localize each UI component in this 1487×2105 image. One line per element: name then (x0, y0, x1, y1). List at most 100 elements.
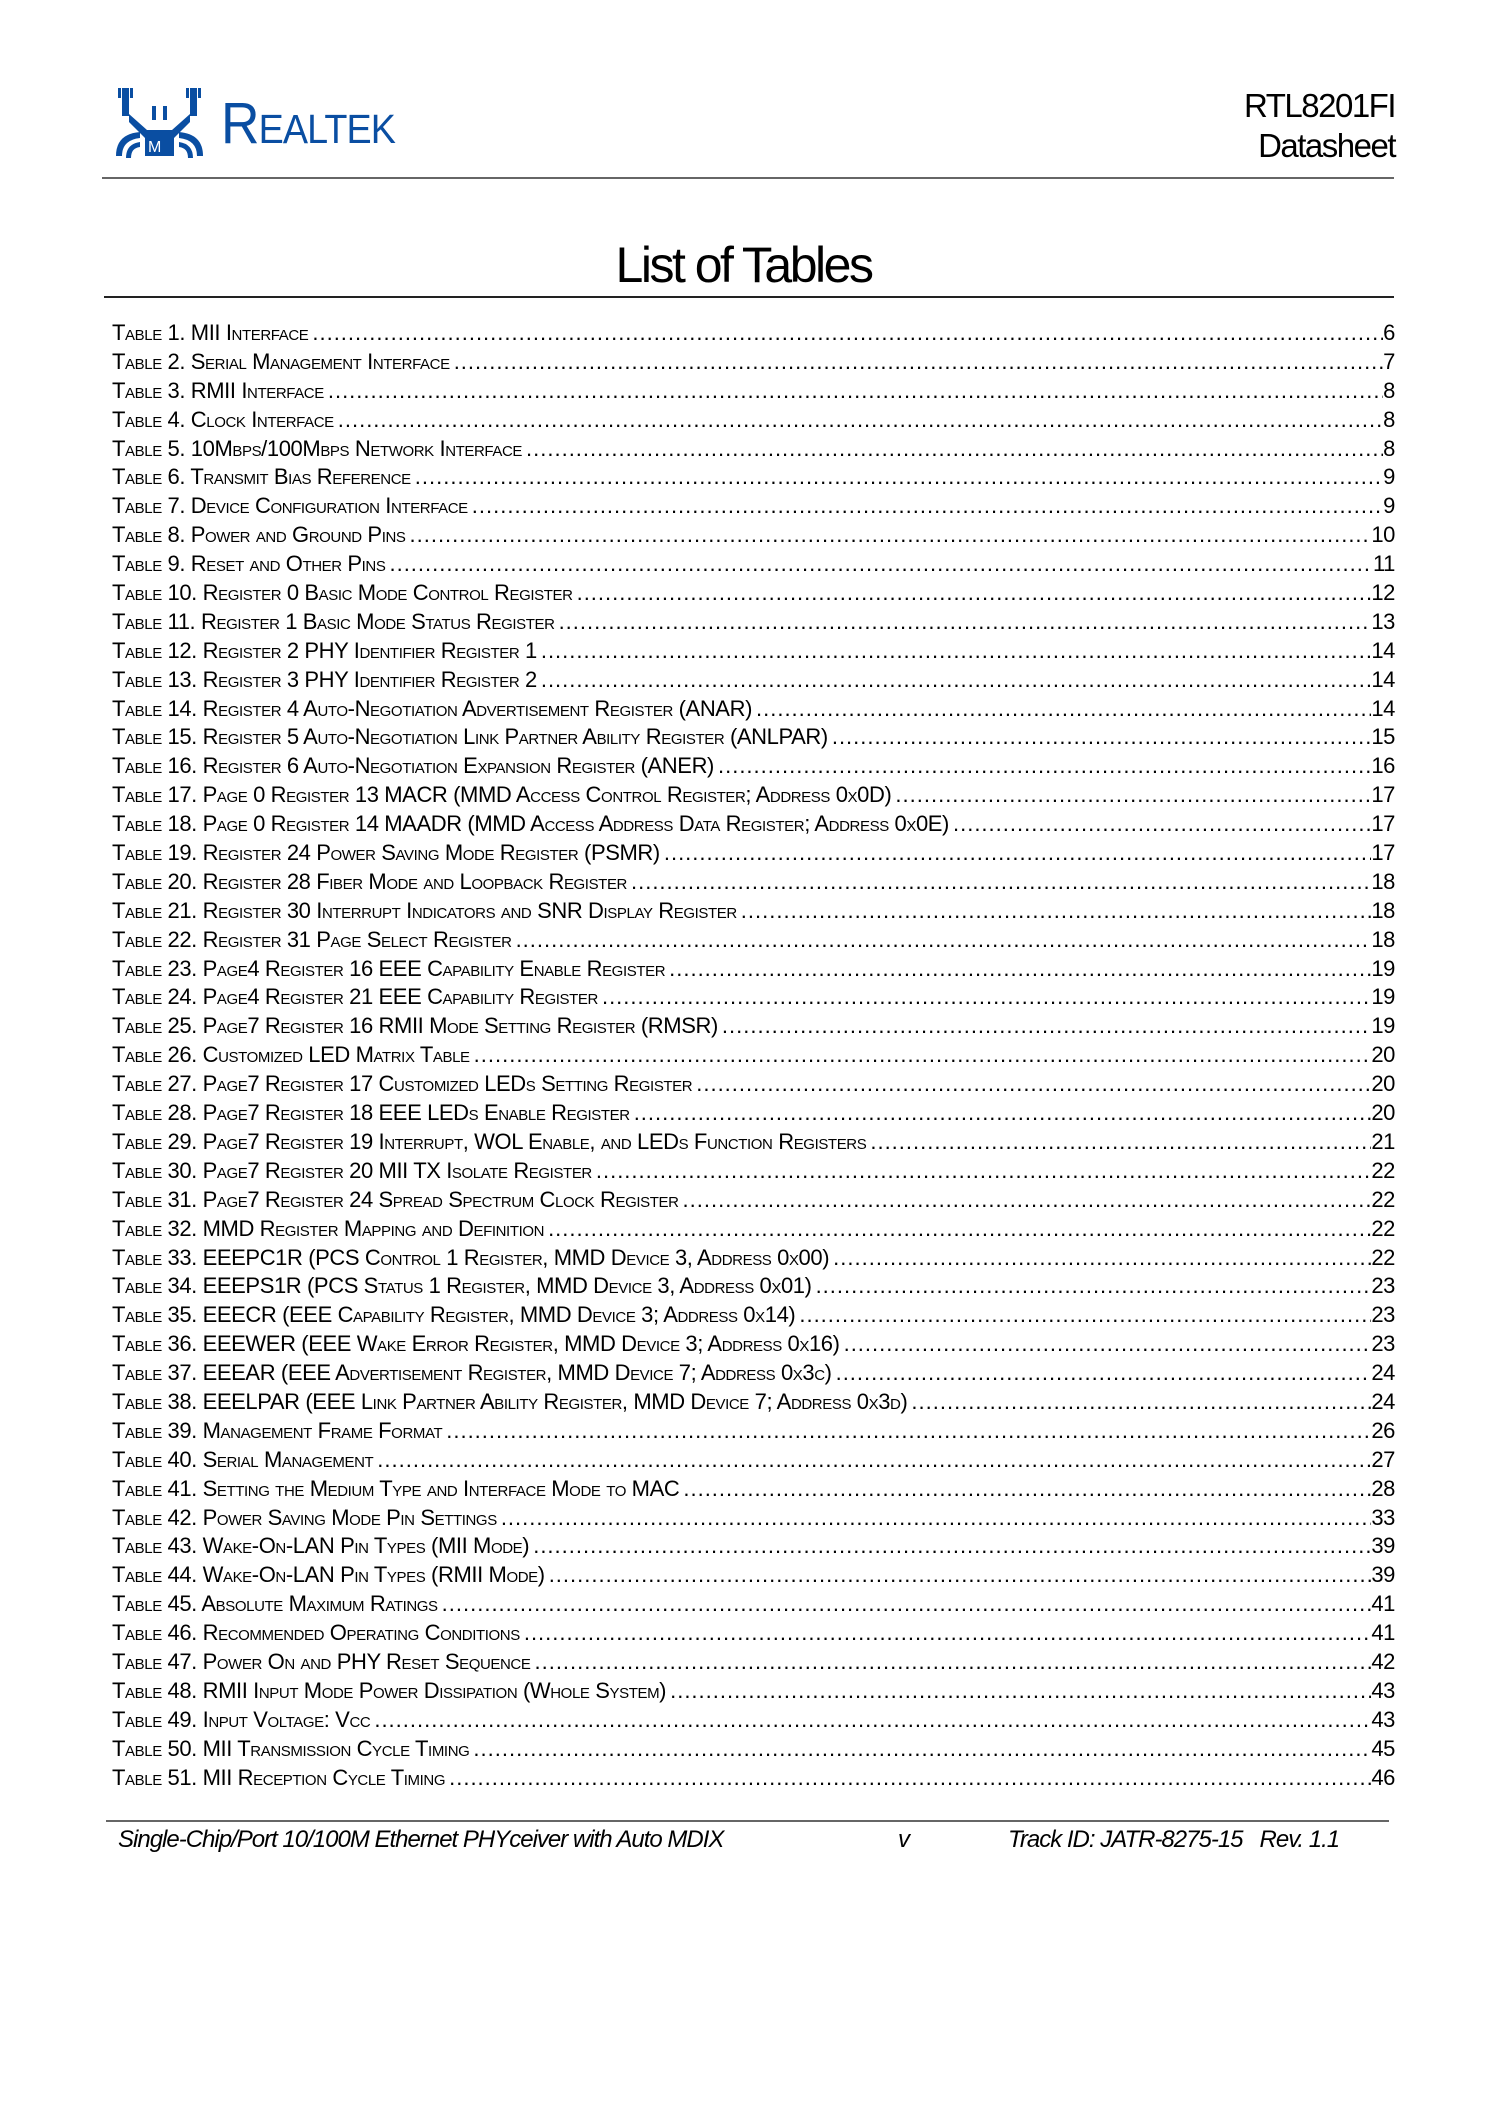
toc-entry[interactable]: Table 26. Customized LED Matrix Table 20 (112, 1042, 1395, 1071)
toc-entry-page: 13 (1371, 608, 1395, 634)
toc-entry-label: Table 1. MII Interface (112, 320, 309, 345)
toc-entry[interactable]: Table 42. Power Saving Mode Pin Settings… (112, 1505, 1395, 1534)
toc-entry[interactable]: Table 47. Power On and PHY Reset Sequenc… (112, 1649, 1395, 1678)
toc-entry-page: 15 (1371, 724, 1395, 750)
toc-entry[interactable]: Table 46. Recommended Operating Conditio… (112, 1620, 1395, 1649)
dot-leader (312, 320, 1383, 346)
toc-entry[interactable]: Table 3. RMII Interface 8 (112, 378, 1395, 407)
toc-entry-page: 46 (1371, 1764, 1395, 1790)
dot-leader (669, 956, 1371, 982)
toc-entry[interactable]: Table 5. 10Mbps/100Mbps Network Interfac… (112, 436, 1395, 465)
toc-entry[interactable]: Table 13. Register 3 PHY Identifier Regi… (112, 667, 1395, 696)
toc-entry[interactable]: Table 12. Register 2 PHY Identifier Regi… (112, 638, 1395, 667)
toc-entry-page: 24 (1371, 1388, 1395, 1414)
toc-entry[interactable]: Table 33. EEEPC1R (PCS Control 1 Registe… (112, 1245, 1395, 1274)
toc-entry[interactable]: Table 11. Register 1 Basic Mode Status R… (112, 609, 1395, 638)
toc-entry[interactable]: Table 34. EEEPS1R (PCS Status 1 Register… (112, 1273, 1395, 1302)
toc-entry[interactable]: Table 19. Register 24 Power Saving Mode … (112, 840, 1395, 869)
toc-entry-label: Table 5. 10Mbps/100Mbps Network Interfac… (112, 435, 523, 461)
toc-entry-label: Table 14. Register 4 Auto-Negotiation Ad… (112, 695, 752, 721)
toc-entry[interactable]: Table 35. EEECR (EEE Capability Register… (112, 1302, 1395, 1331)
toc-entry[interactable]: Table 6. Transmit Bias Reference 9 (112, 464, 1395, 493)
toc-entry[interactable]: Table 28. Page7 Register 18 EEE LEDs Ena… (112, 1100, 1395, 1129)
footer-divider (106, 1820, 1389, 1822)
toc-entry[interactable]: Table 37. EEEAR (EEE Advertisement Regis… (112, 1360, 1395, 1389)
toc-entry[interactable]: Table 39. Management Frame Format 26 (112, 1418, 1395, 1447)
toc-entry[interactable]: Table 27. Page7 Register 17 Customized L… (112, 1071, 1395, 1100)
toc-entry-label: Table 23. Page4 Register 16 EEE Capabili… (112, 955, 666, 981)
toc-entry-label: Table 16. Register 6 Auto-Negotiation Ex… (112, 753, 714, 779)
toc-entry[interactable]: Table 29. Page7 Register 19 Interrupt, W… (112, 1129, 1395, 1158)
toc-entry[interactable]: Table 32. MMD Register Mapping and Defin… (112, 1216, 1395, 1245)
toc-entry[interactable]: Table 9. Reset and Other Pins 11 (112, 551, 1395, 580)
toc-entry[interactable]: Table 4. Clock Interface 8 (112, 407, 1395, 436)
toc-entry[interactable]: Table 30. Page7 Register 20 MII TX Isola… (112, 1158, 1395, 1187)
dot-leader (577, 580, 1372, 606)
toc-entry[interactable]: Table 49. Input Voltage: Vcc 43 (112, 1707, 1395, 1736)
toc-entry[interactable]: Table 43. Wake-On-LAN Pin Types (MII Mod… (112, 1533, 1395, 1562)
toc-entry[interactable]: Table 8. Power and Ground Pins 10 (112, 522, 1395, 551)
toc-entry[interactable]: Table 24. Page4 Register 21 EEE Capabili… (112, 984, 1395, 1013)
toc-entry[interactable]: Table 31. Page7 Register 24 Spread Spect… (112, 1187, 1395, 1216)
toc-entry-page: 41 (1371, 1620, 1395, 1646)
dot-leader (836, 1360, 1372, 1386)
toc-entry[interactable]: Table 41. Setting the Medium Type and In… (112, 1476, 1395, 1505)
table-list: Table 1. MII Interface 6 Table 2. Serial M… (112, 320, 1395, 1793)
dot-leader (596, 1158, 1371, 1184)
toc-entry[interactable]: Table 1. MII Interface 6 (112, 320, 1395, 349)
toc-entry[interactable]: Table 25. Page7 Register 16 RMII Mode Se… (112, 1013, 1395, 1042)
toc-entry[interactable]: Table 21. Register 30 Interrupt Indicato… (112, 898, 1395, 927)
dot-leader (541, 667, 1372, 693)
dot-leader (602, 984, 1371, 1010)
toc-entry[interactable]: Table 44. Wake-On-LAN Pin Types (RMII Mo… (112, 1562, 1395, 1591)
toc-entry-page: 41 (1371, 1591, 1395, 1617)
toc-entry-page: 17 (1371, 840, 1395, 866)
toc-entry-label: Table 24. Page4 Register 21 EEE Capabili… (112, 984, 598, 1010)
dot-leader (756, 696, 1371, 722)
dot-leader (634, 1100, 1372, 1126)
page-title: List of Tables (615, 237, 874, 293)
toc-entry[interactable]: Table 16. Register 6 Auto-Negotiation Ex… (112, 753, 1395, 782)
toc-entry-label: Table 45. Absolute Maximum Ratings (112, 1591, 438, 1617)
footer-track-id: Track ID: JATR-8275-15 Rev. 1.1 (1008, 1826, 1340, 1853)
toc-entry[interactable]: Table 36. EEEWER (EEE Wake Error Registe… (112, 1331, 1395, 1360)
dot-leader (683, 1476, 1371, 1502)
toc-entry[interactable]: Table 22. Register 31 Page Select Regist… (112, 927, 1395, 956)
toc-entry-page: 27 (1371, 1446, 1395, 1472)
toc-entry[interactable]: Table 17. Page 0 Register 13 MACR (MMD A… (112, 782, 1395, 811)
toc-entry-page: 9 (1383, 464, 1395, 490)
toc-entry[interactable]: Table 15. Register 5 Auto-Negotiation Li… (112, 724, 1395, 753)
toc-entry-page: 8 (1383, 377, 1395, 403)
dot-leader (526, 436, 1383, 462)
toc-entry[interactable]: Table 18. Page 0 Register 14 MAADR (MMD … (112, 811, 1395, 840)
toc-entry[interactable]: Table 38. EEELPAR (EEE Link Partner Abil… (112, 1389, 1395, 1418)
dot-leader (833, 1245, 1371, 1271)
toc-entry[interactable]: Table 7. Device Configuration Interface 9 (112, 493, 1395, 522)
product-name: RTL8201FI (1244, 87, 1396, 124)
toc-entry-page: 22 (1371, 1157, 1395, 1183)
dot-leader (799, 1302, 1371, 1328)
toc-entry[interactable]: Table 2. Serial Management Interface 7 (112, 349, 1395, 378)
toc-entry[interactable]: Table 23. Page4 Register 16 EEE Capabili… (112, 956, 1395, 985)
toc-entry-label: Table 21. Register 30 Interrupt Indicato… (112, 897, 737, 923)
toc-entry[interactable]: Table 45. Absolute Maximum Ratings 41 (112, 1591, 1395, 1620)
toc-entry-page: 8 (1383, 406, 1395, 432)
toc-entry-label: Table 44. Wake-On-LAN Pin Types (RMII Mo… (112, 1562, 545, 1588)
toc-entry-page: 42 (1371, 1648, 1395, 1674)
dot-leader (911, 1389, 1371, 1415)
toc-entry[interactable]: Table 20. Register 28 Fiber Mode and Loo… (112, 869, 1395, 898)
dot-leader (377, 1447, 1371, 1473)
toc-entry-label: Table 31. Page7 Register 24 Spread Spect… (112, 1186, 679, 1212)
toc-entry[interactable]: Table 48. RMII Input Mode Power Dissipat… (112, 1678, 1395, 1707)
toc-entry-page: 8 (1383, 435, 1395, 461)
toc-entry[interactable]: Table 50. MII Transmission Cycle Timing 4… (112, 1736, 1395, 1765)
toc-entry-page: 19 (1371, 1013, 1395, 1039)
toc-entry-label: Table 6. Transmit Bias Reference (112, 464, 411, 490)
toc-entry[interactable]: Table 10. Register 0 Basic Mode Control … (112, 580, 1395, 609)
toc-entry[interactable]: Table 51. MII Reception Cycle Timing 46 (112, 1765, 1395, 1794)
toc-entry-page: 9 (1383, 493, 1395, 519)
toc-entry[interactable]: Table 14. Register 4 Auto-Negotiation Ad… (112, 696, 1395, 725)
toc-entry[interactable]: Table 40. Serial Management 27 (112, 1447, 1395, 1476)
toc-entry-label: Table 48. RMII Input Mode Power Dissipat… (112, 1677, 667, 1703)
toc-entry-page: 14 (1371, 695, 1395, 721)
